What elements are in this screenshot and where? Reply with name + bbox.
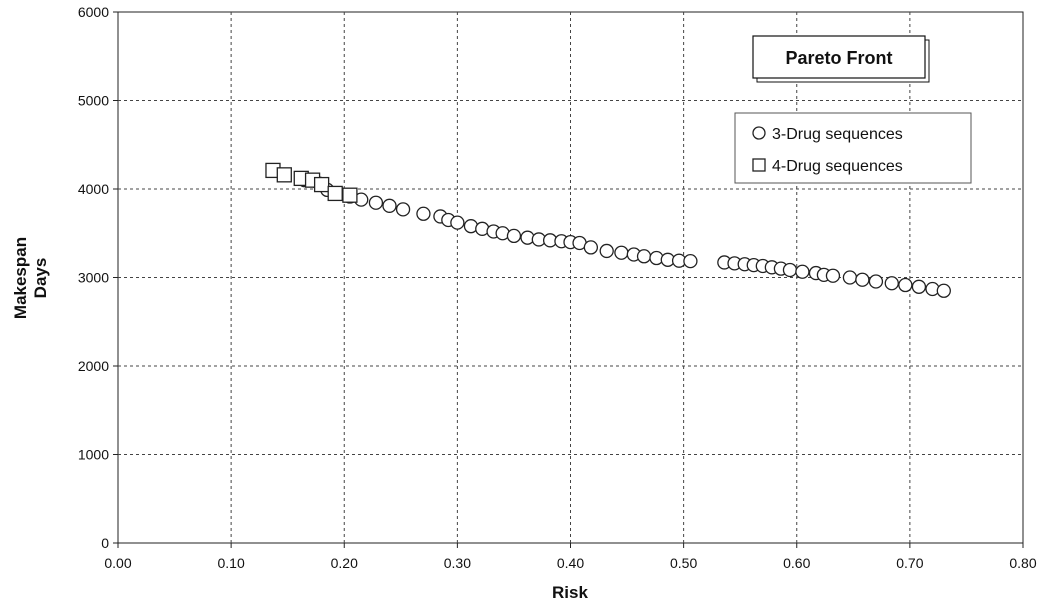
y-axis-title: Makespan Days [11,237,50,319]
three-drug-point [506,228,522,244]
x-tick-label: 0.60 [783,555,810,571]
chart-title-box: Pareto Front [752,35,930,83]
y-axis-title-line-1: Makespan [11,237,30,319]
x-tick-label: 0.50 [670,555,697,571]
three-drug-point [614,245,629,260]
legend-label-3-drug: 3-Drug sequences [772,126,903,143]
three-drug-point [936,283,951,298]
x-tick-label: 0.30 [444,555,471,571]
y-tick-label: 3000 [78,270,109,286]
y-tick-label: 4000 [78,181,109,197]
data-points [265,162,951,298]
four-drug-point [342,187,358,203]
three-drug-point [416,206,431,221]
three-drug-point [599,243,614,259]
three-drug-point [782,262,798,278]
x-axis-title: Risk [552,583,588,602]
three-drug-point [911,279,927,294]
three-drug-point [382,198,397,213]
three-drug-point [583,240,599,255]
x-tick-label: 0.70 [896,555,923,571]
three-drug-point [636,249,652,264]
chart-title: Pareto Front [785,48,892,68]
y-tick-label: 2000 [78,358,109,374]
legend-circle-marker [752,126,766,140]
three-drug-point [825,268,841,283]
three-drug-point [855,272,870,287]
four-drug-point [276,167,292,183]
three-drug-point [395,202,411,217]
x-tick-label: 0.80 [1009,555,1036,571]
y-tick-label: 5000 [78,93,109,109]
y-tick-label: 0 [101,535,109,551]
legend-square-marker [752,158,766,172]
legend-box [734,112,972,184]
three-drug-point [884,276,899,291]
x-tick-label: 0.40 [557,555,584,571]
three-drug-point [450,215,465,230]
three-drug-point [795,264,810,279]
x-tick-label: 0.10 [218,555,245,571]
three-drug-point [842,270,858,285]
three-drug-point [898,277,913,293]
legend: 3-Drug sequences 4-Drug sequences [734,112,972,184]
y-tick-label: 1000 [78,447,109,463]
y-axis-ticks: 0 1000 2000 3000 4000 5000 6000 [78,4,118,551]
x-tick-label: 0.20 [331,555,358,571]
three-drug-point [868,274,884,289]
y-tick-label: 6000 [78,4,109,20]
gridlines [118,12,1023,543]
three-drug-point [683,253,698,269]
x-tick-label: 0.00 [104,555,131,571]
legend-label-4-drug: 4-Drug sequences [772,158,903,175]
x-axis-ticks: 0.00 0.10 0.20 0.30 0.40 0.50 0.60 0.70 0.80 [104,543,1037,571]
three-drug-point [368,195,384,210]
y-axis-title-line-2: Days [31,258,50,299]
four-drug-point [313,176,330,193]
four-drug-point [327,185,343,202]
